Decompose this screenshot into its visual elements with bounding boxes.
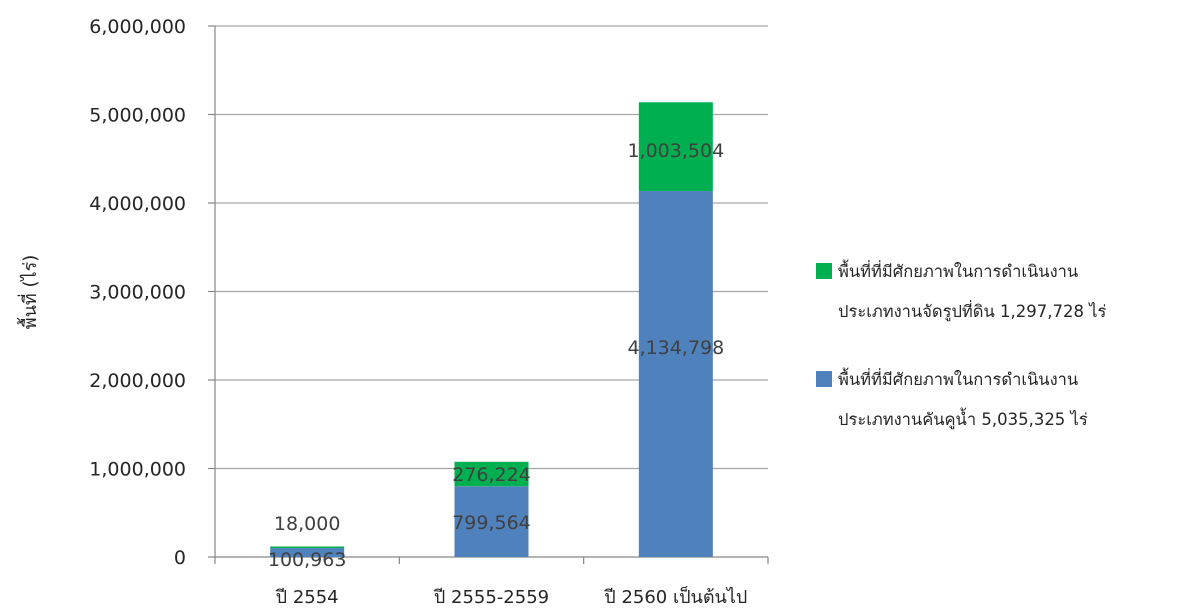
legend: พื้นที่ที่มีศักยภาพในการดำเนินงานประเภทง… [816, 259, 1107, 430]
data-labels: 100,963 18,000 799,564 276,224 4,134,798 1,00… [268, 140, 724, 571]
y-tick-label: 5,000,000 [89, 105, 186, 127]
data-label: 1,003,504 [627, 140, 724, 162]
x-tick-label: ปี 2554 [275, 587, 338, 608]
data-label: 276,224 [452, 464, 531, 486]
legend-label: ประเภทงานคันคูน้ำ 5,035,325 ไร่ [838, 407, 1088, 430]
y-axis-title: พื้นที่ (ไร่) [17, 255, 41, 330]
data-label: 18,000 [274, 513, 340, 535]
legend-swatch [816, 263, 832, 279]
data-label: 799,564 [452, 512, 531, 534]
data-label: 100,963 [268, 549, 347, 571]
bar-segment [638, 102, 713, 192]
y-tick-label: 3,000,000 [89, 282, 186, 304]
x-tick-label: ปี 2560 เป็นต้นไป [604, 585, 747, 608]
bar-segment [454, 461, 529, 487]
legend-label: พื้นที่ที่มีศักยภาพในการดำเนินงาน [838, 367, 1078, 389]
y-tick-label: 2,000,000 [89, 370, 186, 392]
legend-label: ประเภทงานจัดรูปที่ดิน 1,297,728 ไร่ [838, 300, 1107, 322]
y-tick-label: 6,000,000 [89, 16, 186, 38]
data-label: 4,134,798 [627, 337, 724, 359]
bar-segment [270, 548, 345, 557]
bars [270, 102, 713, 557]
axes: 0 1,000,000 2,000,000 3,000,000 4,000,000 5,0… [89, 16, 769, 608]
legend-swatch [816, 371, 832, 387]
bar-segment [454, 486, 529, 557]
legend-label: พื้นที่ที่มีศักยภาพในการดำเนินงาน [838, 259, 1078, 281]
y-tick-label: 0 [174, 547, 186, 569]
bar-segment [270, 546, 345, 549]
y-tick-label: 1,000,000 [89, 459, 186, 481]
y-tick-label: 4,000,000 [89, 193, 186, 215]
bar-segment [638, 191, 713, 557]
x-tick-label: ปี 2555-2559 [434, 587, 550, 608]
